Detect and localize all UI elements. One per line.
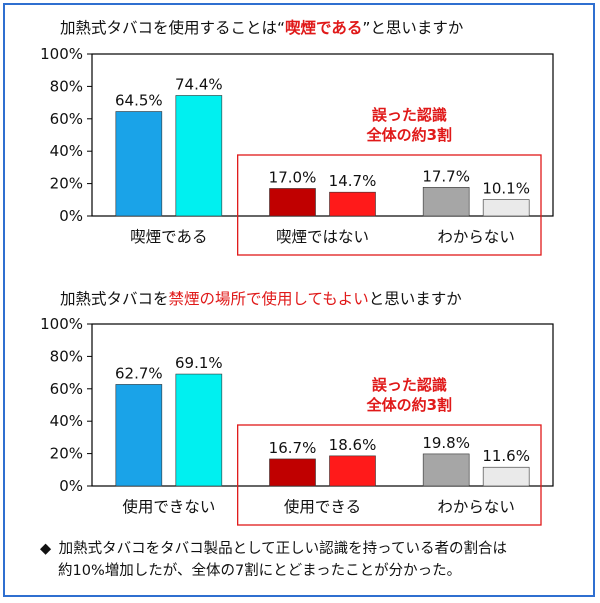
- footer-note: ◆ 加熱式タバコをタバコ製品として正しい認識を持っている者の割合は 約10%増加…: [40, 538, 507, 582]
- bar: [422, 187, 470, 217]
- annotation-box: [237, 424, 542, 526]
- x-category-label: 喫煙である: [130, 228, 207, 246]
- x-category-label: わからない: [437, 498, 515, 516]
- y-tick-label: 60%: [50, 380, 83, 398]
- footer-bullet: ◆: [40, 541, 52, 557]
- bar: [175, 95, 223, 217]
- bar: [329, 455, 376, 487]
- y-tick-label: 100%: [40, 45, 83, 63]
- bar: [329, 191, 376, 217]
- bar: [115, 384, 163, 487]
- bar: [115, 111, 163, 217]
- bar-value-label: 19.8%: [422, 434, 470, 452]
- bar-value-label: 74.4%: [175, 75, 223, 93]
- annotation-box: [237, 154, 542, 256]
- chart-2-title-suffix: と思いますか: [368, 290, 462, 308]
- x-category-label: 使用できる: [284, 498, 361, 516]
- y-tick-label: 80%: [50, 347, 83, 365]
- bar: [422, 453, 470, 487]
- bar-value-label: 69.1%: [175, 354, 223, 372]
- figure-frame: [3, 3, 595, 597]
- chart-1-title-highlight: 喫煙である: [285, 19, 363, 37]
- annotation-text: 全体の約3割: [366, 396, 452, 414]
- chart-1-title-suffix: ”と思いますか: [362, 19, 464, 37]
- y-tick-label: 0%: [59, 207, 83, 225]
- y-tick-label: 20%: [50, 175, 83, 193]
- y-tick-label: 40%: [50, 142, 83, 160]
- bar-value-label: 62.7%: [115, 364, 163, 382]
- y-tick-label: 20%: [50, 445, 83, 463]
- chart-2-title: 加熱式タバコを禁煙の場所で使用してもよいと思いますか: [60, 287, 462, 309]
- y-tick-label: 100%: [40, 315, 83, 333]
- annotation-text: 誤った認識: [372, 106, 447, 124]
- chart-1-title-prefix: 加熱式タバコを使用することは“: [60, 19, 286, 37]
- footer-line-1: 加熱式タバコをタバコ製品として正しい認識を持っている者の割合は: [58, 541, 507, 557]
- x-category-label: わからない: [437, 228, 515, 246]
- footer-line-2: 約10%増加したが、全体の7割にとどまったことが分かった。: [58, 563, 462, 579]
- plot-area: [91, 53, 554, 217]
- bar: [269, 188, 316, 217]
- x-category-label: 使用できない: [122, 498, 215, 516]
- bar-value-label: 10.1%: [482, 180, 530, 198]
- y-tick-label: 0%: [59, 477, 83, 495]
- chart-2-title-highlight: 禁煙の場所で使用してもよい: [168, 290, 369, 308]
- chart-1: 0% 20% 40% 60% 80% 100% 64.5% 74.4% 喫煙である 17.0% 14…: [40, 45, 554, 256]
- annotation-text: 全体の約3割: [366, 126, 452, 144]
- bar: [482, 199, 530, 217]
- bar: [482, 466, 530, 487]
- bar-value-label: 14.7%: [329, 172, 377, 190]
- plot-area: [91, 323, 554, 487]
- bar: [269, 458, 316, 487]
- chart-2-title-prefix: 加熱式タバコを: [60, 290, 169, 308]
- y-tick-label: 60%: [50, 110, 83, 128]
- bar: [175, 373, 223, 487]
- bar-value-label: 18.6%: [329, 436, 377, 454]
- y-tick-label: 80%: [50, 77, 83, 95]
- annotation-text: 誤った認識: [372, 376, 447, 394]
- bar-value-label: 17.0%: [269, 168, 317, 186]
- bar-value-label: 64.5%: [115, 92, 163, 110]
- bar-value-label: 17.7%: [422, 167, 470, 185]
- bar-value-label: 11.6%: [482, 447, 530, 465]
- bar-value-label: 16.7%: [269, 439, 317, 457]
- chart-1-title: 加熱式タバコを使用することは“喫煙である”と思いますか: [60, 16, 463, 38]
- x-category-label: 喫煙ではない: [276, 228, 369, 246]
- y-tick-label: 40%: [50, 412, 83, 430]
- chart-2: 0% 20% 40% 60% 80% 100% 62.7% 69.1% 使用できない 16.7% 1…: [40, 315, 554, 526]
